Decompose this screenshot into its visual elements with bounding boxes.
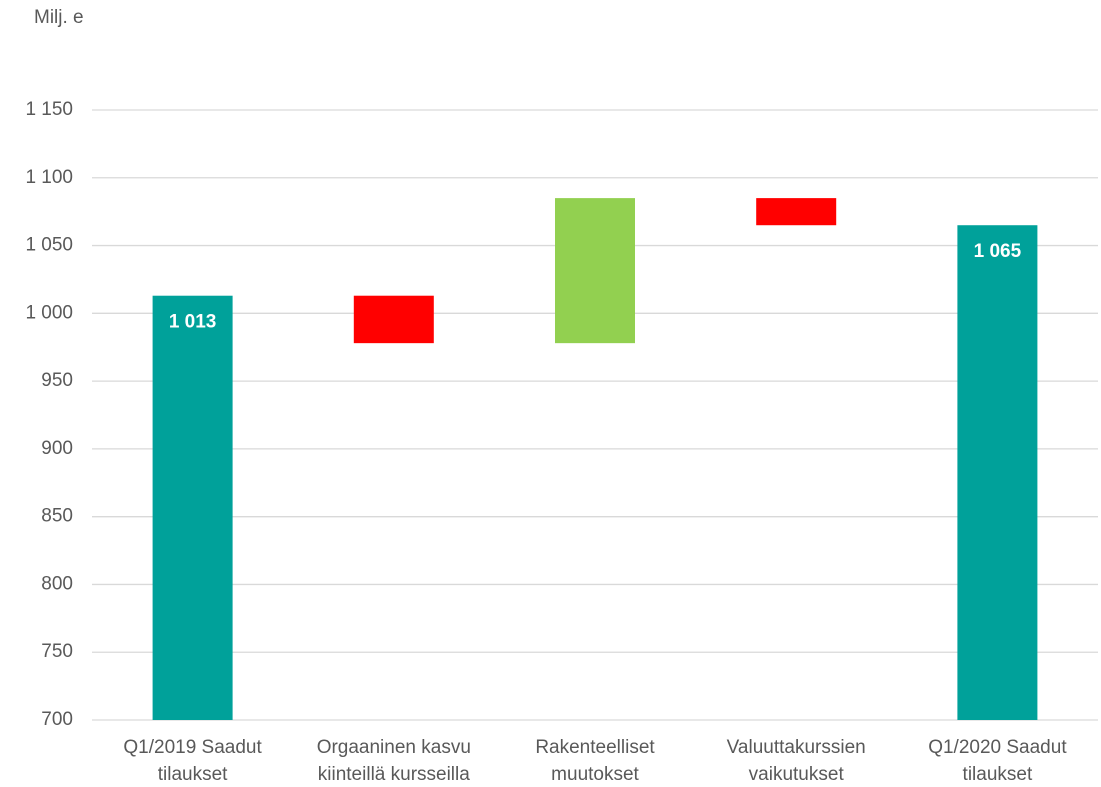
value-label: 1 013 <box>169 312 217 333</box>
y-tick-label: 1 150 <box>25 99 73 120</box>
y-tick-label: 1 000 <box>25 302 73 323</box>
x-tick-label: muutokset <box>551 764 639 785</box>
y-tick-label: 850 <box>41 506 73 527</box>
y-tick-label: 750 <box>41 641 73 662</box>
y-axis-label: Milj. e <box>34 7 84 28</box>
x-tick-label: Orgaaninen kasvu <box>317 737 471 758</box>
y-tick-label: 700 <box>41 709 73 730</box>
value-label: 1 065 <box>974 241 1022 262</box>
bar <box>555 198 635 344</box>
x-tick-label: tilaukset <box>963 764 1033 785</box>
y-tick-label: 1 100 <box>25 167 73 188</box>
bar <box>957 225 1038 720</box>
x-tick-label: Q1/2020 Saadut <box>928 737 1067 758</box>
x-tick-label: vaikutukset <box>749 764 845 785</box>
bar <box>353 295 434 344</box>
x-tick-label: Rakenteelliset <box>535 737 655 758</box>
bar <box>756 198 837 226</box>
x-tick-label: Q1/2019 Saadut <box>123 737 262 758</box>
bar <box>152 295 233 720</box>
y-tick-label: 900 <box>41 438 73 459</box>
y-tick-label: 950 <box>41 370 73 391</box>
x-tick-label: Valuuttakurssien <box>727 737 866 758</box>
y-tick-label: 800 <box>41 573 73 594</box>
y-tick-label: 1 050 <box>25 235 73 256</box>
x-tick-label: kiinteillä kursseilla <box>318 764 470 785</box>
x-tick-label: tilaukset <box>158 764 228 785</box>
